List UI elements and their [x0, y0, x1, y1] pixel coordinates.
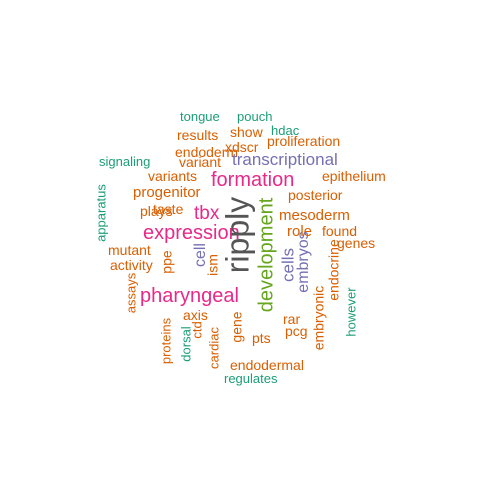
word-tbx: tbx [194, 203, 220, 224]
word-pharyngeal: pharyngeal [140, 285, 239, 307]
word-show: show [230, 124, 264, 140]
word-endoderm: endoderm [175, 144, 238, 160]
word-cardiac: cardiac [206, 327, 221, 369]
word-assays: assays [123, 272, 138, 313]
word-dorsal: dorsal [178, 326, 193, 362]
word-xdscr: xdscr [225, 139, 259, 155]
word-regulates: regulates [224, 371, 278, 386]
word-tongue: tongue [180, 109, 220, 124]
word-proteins: proteins [158, 317, 173, 364]
word-posterior: posterior [288, 187, 343, 203]
word-plays: plays [140, 203, 173, 219]
word-mesoderm: mesoderm [279, 207, 350, 224]
word-activity: activity [110, 257, 153, 273]
word-pcg: pcg [285, 323, 308, 339]
word-gene: gene [229, 311, 245, 342]
word-cell: cell [192, 243, 209, 267]
word-results: results [177, 127, 218, 143]
word-pts: pts [252, 330, 271, 346]
word-embryonic: embryonic [311, 286, 327, 351]
word-rar: rar [283, 311, 300, 327]
word-found: found [322, 223, 357, 239]
word-ism: ism [205, 254, 221, 276]
word-role: role [287, 223, 312, 240]
word-taste: taste [153, 201, 184, 217]
word-epithelium: epithelium [322, 168, 386, 184]
word-genes: genes [337, 235, 375, 251]
word-hdac: hdac [271, 123, 300, 138]
word-ripply: ripply [219, 197, 255, 273]
word-signaling: signaling [99, 154, 150, 169]
word-progenitor: progenitor [133, 184, 201, 201]
word-mutant: mutant [108, 242, 151, 258]
word-pouch: pouch [237, 109, 272, 124]
word-formation: formation [211, 169, 294, 191]
word-variants: variants [148, 168, 197, 184]
word-development: development [255, 197, 277, 312]
word-ppe: ppe [159, 250, 175, 274]
word-transcriptional: transcriptional [232, 150, 338, 169]
word-endocrine: endocrine [326, 239, 342, 301]
word-ctd: ctd [189, 321, 204, 338]
word-however: however [343, 287, 358, 337]
word-variant: variant [179, 154, 221, 170]
word-cells: cells [278, 248, 297, 282]
word-endodermal: endodermal [230, 357, 304, 373]
word-axis: axis [183, 307, 208, 323]
word-expression: expression [143, 222, 240, 244]
word-proliferation: proliferation [267, 133, 340, 149]
word-embryos: embryos [295, 231, 312, 292]
word-apparatus: apparatus [93, 184, 108, 242]
